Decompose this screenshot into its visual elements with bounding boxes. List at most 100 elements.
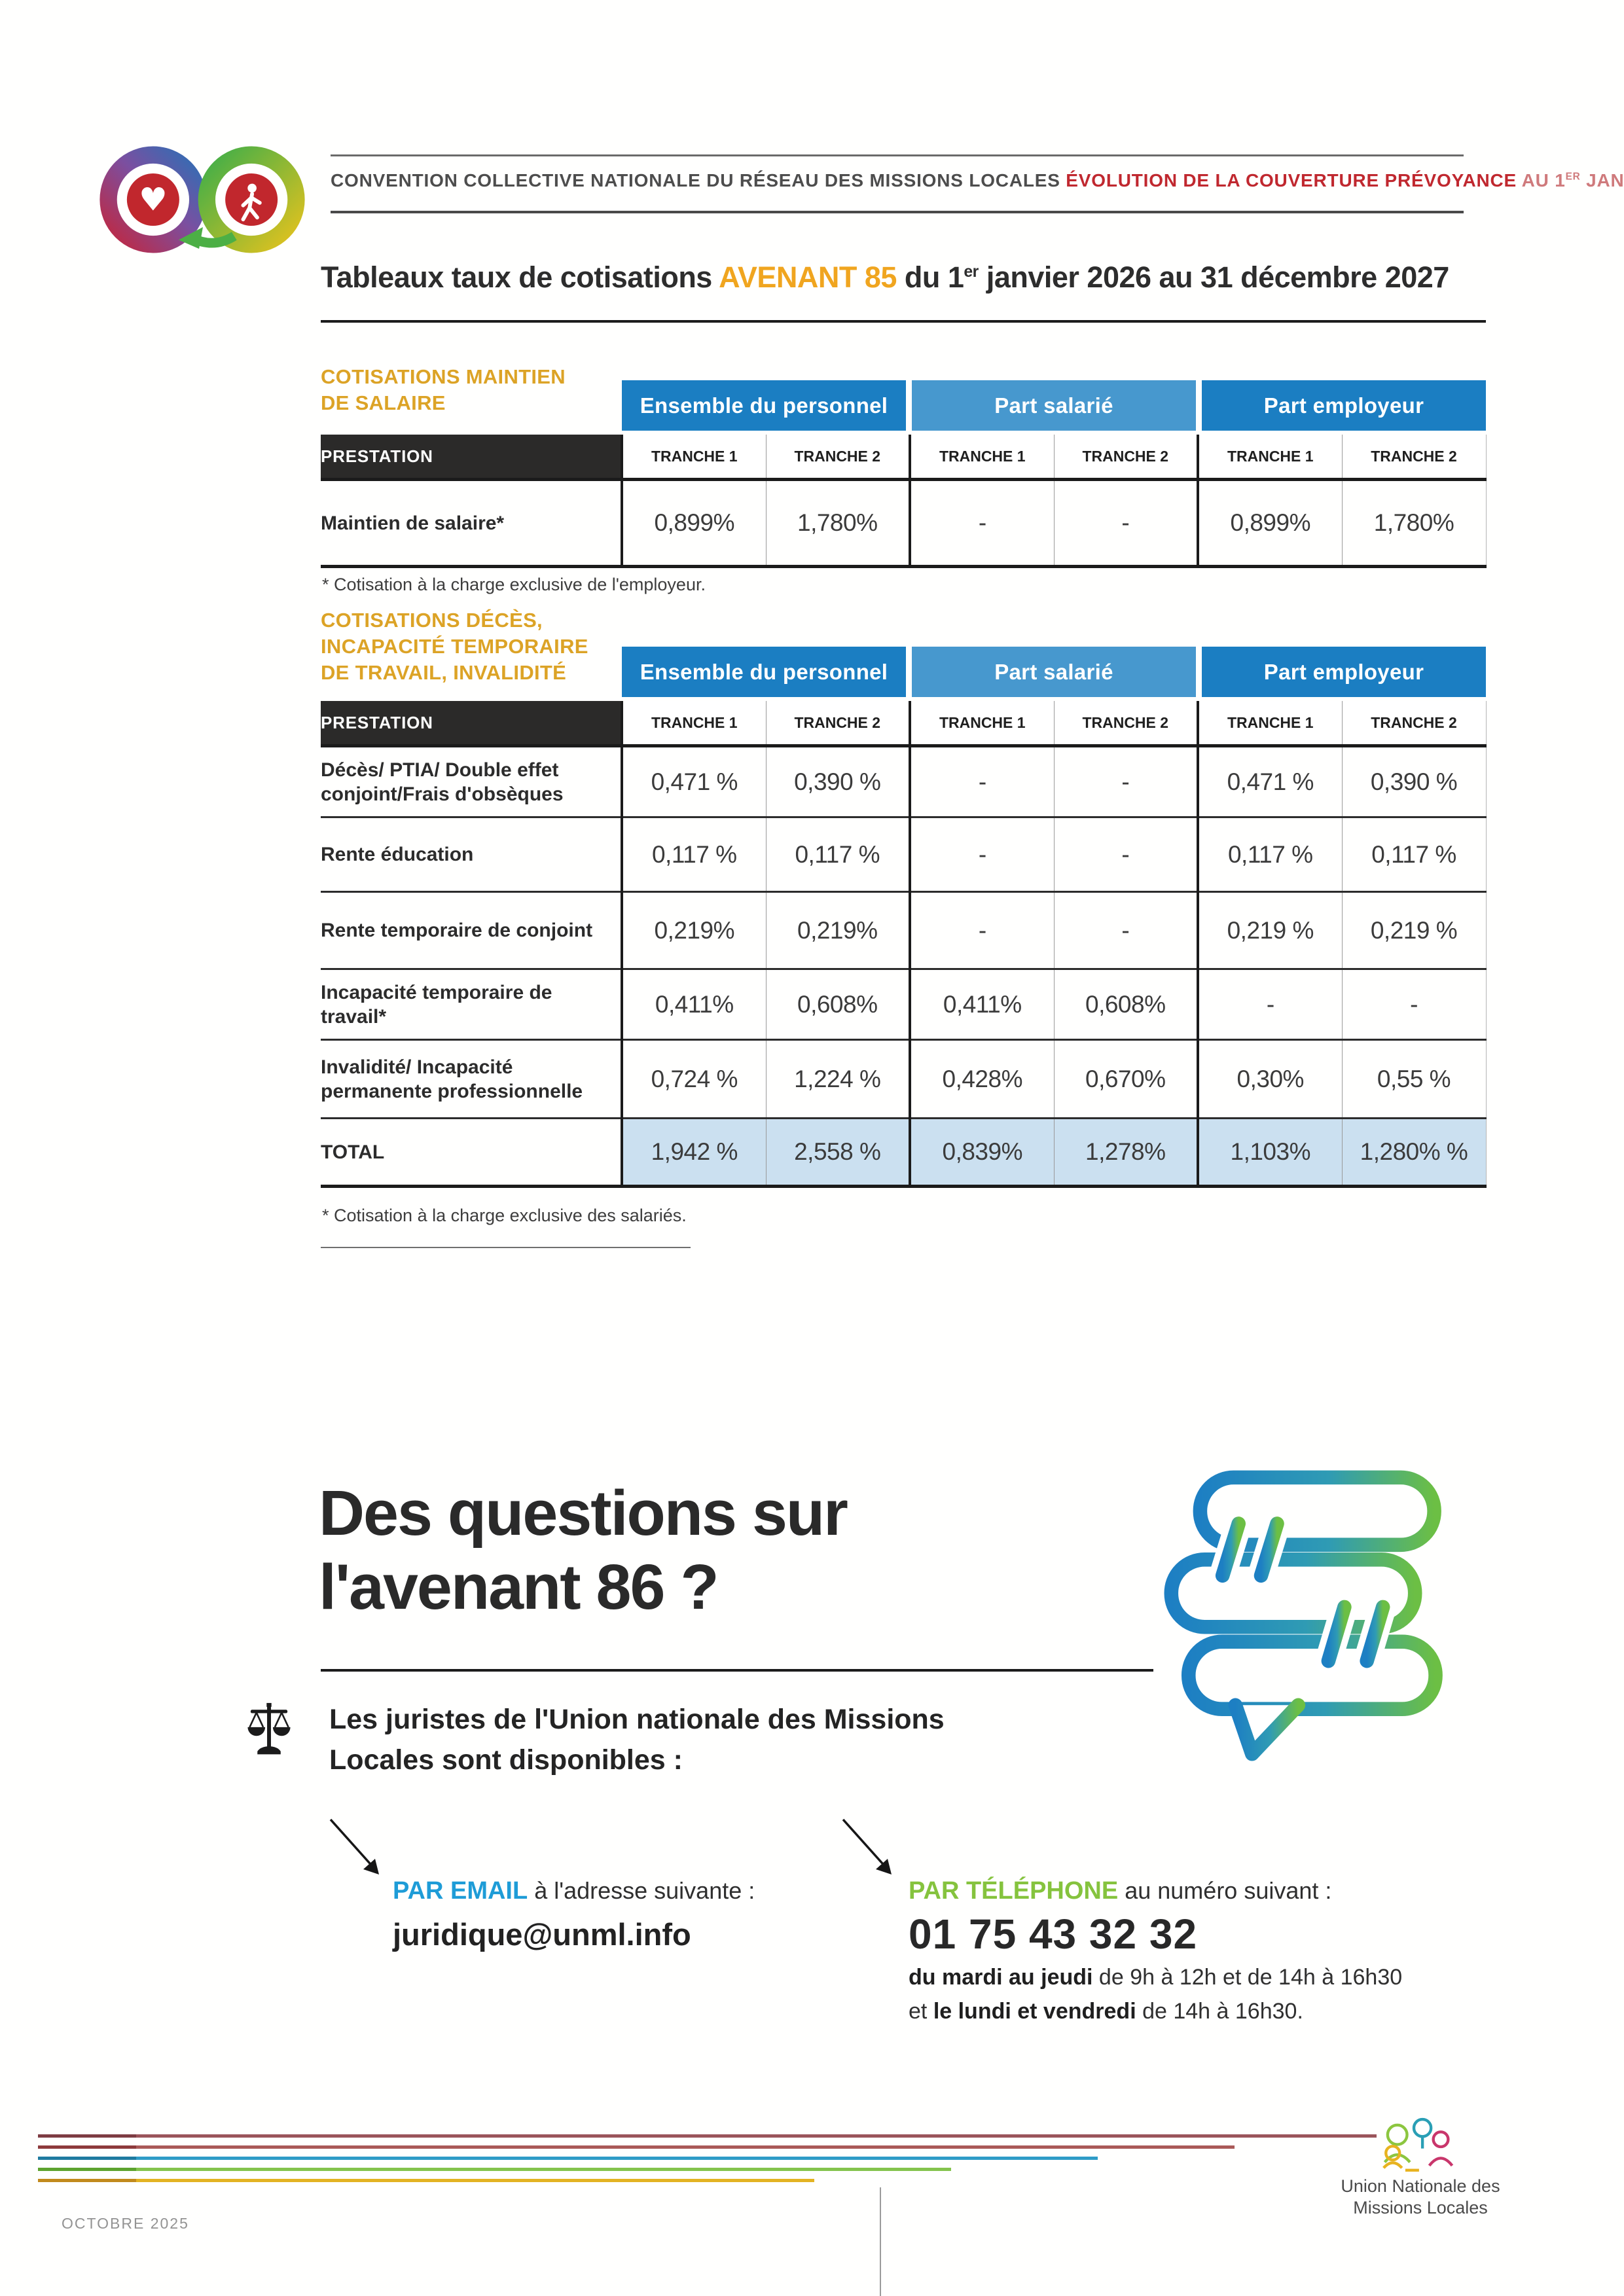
header-banner: CONVENTION COLLECTIVE NATIONALE DU RÉSEA… <box>331 170 1624 191</box>
tranche-header: TRANCHE 1 <box>1197 435 1342 480</box>
rate-cell: - <box>1341 969 1487 1040</box>
row-label: Rente éducation <box>321 844 474 865</box>
table2-footnote: * Cotisation à la charge exclusive des s… <box>322 1206 687 1225</box>
missions-locales-infinity-logo: ♥ <box>97 139 308 260</box>
rate-cell: - <box>1053 745 1198 817</box>
rate-cell: - <box>1197 969 1342 1040</box>
table-row: Rente éducation 0,117 % 0,117 % - - 0,11… <box>321 817 1487 892</box>
group-header-salarie: Part salarié <box>912 380 1196 431</box>
total-rate-cell: 1,278% <box>1053 1118 1198 1187</box>
total-rate-cell: 0,839% <box>909 1118 1054 1187</box>
table-row: Décès/ PTIA/ Double effet conjoint/Frais… <box>321 745 1487 817</box>
rate-cell: 0,471 % <box>1197 745 1342 817</box>
header-rule-bottom <box>331 211 1464 213</box>
header-red-bold-text: ÉVOLUTION DE LA COUVERTURE PRÉVOYANCE <box>1066 170 1517 190</box>
footer-bar-red <box>38 2145 1235 2149</box>
table2-group-headers: Ensemble du personnel Part salarié Part … <box>622 647 1486 697</box>
table1-footnote: * Cotisation à la charge exclusive de l'… <box>322 575 706 594</box>
rate-cell: 0,724 % <box>621 1039 766 1119</box>
table-row: Incapacité temporaire de travail* 0,411%… <box>321 969 1487 1040</box>
tranche-header: TRANCHE 2 <box>765 701 910 746</box>
rate-cell: - <box>909 891 1054 969</box>
row-label: Incapacité temporaire de travail* <box>321 981 552 1028</box>
rate-cell: 1,780% <box>1341 479 1487 567</box>
footer-bar-green <box>38 2168 951 2171</box>
total-rate-cell: 2,558 % <box>765 1118 910 1187</box>
footer-bar-maroon <box>38 2134 1377 2138</box>
row-label: Maintien de salaire* <box>321 512 505 534</box>
unml-logo-text: Union Nationale des Missions Locales <box>1341 2176 1500 2217</box>
tranche-header: TRANCHE 1 <box>621 701 766 746</box>
table-row: Rente temporaire de conjoint 0,219% 0,21… <box>321 891 1487 969</box>
par-email-label: PAR EMAIL <box>393 1877 528 1905</box>
total-rate-cell: 1,942 % <box>621 1118 766 1187</box>
speech-bubbles-icon <box>1149 1458 1470 1779</box>
rate-cell: 0,411% <box>621 969 766 1040</box>
title-rule <box>321 320 1486 323</box>
rate-cell: 0,30% <box>1197 1039 1342 1119</box>
scales-of-justice-icon <box>245 1695 293 1765</box>
table1-subheader-row: PRESTATION TRANCHE 1 TRANCHE 2 TRANCHE 1… <box>321 435 1487 480</box>
page-title: Tableaux taux de cotisations AVENANT 85 … <box>321 260 1449 294</box>
rate-cell: 0,390 % <box>765 745 910 817</box>
rate-cell: 0,390 % <box>1341 745 1487 817</box>
walking-person-icon <box>241 183 262 222</box>
tranche-header: TRANCHE 1 <box>1197 701 1342 746</box>
total-rate-cell: 1,103% <box>1197 1118 1342 1187</box>
total-rate-cell: 1,280% % <box>1341 1118 1487 1187</box>
group-header-employeur: Part employeur <box>1202 380 1486 431</box>
par-telephone-label: PAR TÉLÉPHONE <box>909 1877 1119 1905</box>
tranche-header: TRANCHE 2 <box>1053 701 1198 746</box>
header-red-light-text: AU 1ER JANVIER 2026 <box>1517 170 1624 190</box>
rate-cell: 0,219% <box>765 891 910 969</box>
tranche-header: TRANCHE 1 <box>621 435 766 480</box>
rate-cell: 1,224 % <box>765 1039 910 1119</box>
rate-cell: 0,899% <box>1197 479 1342 567</box>
avenant-highlight: AVENANT 85 <box>719 260 897 294</box>
group-header-employeur: Part employeur <box>1202 647 1486 697</box>
rate-cell: 0,608% <box>1053 969 1198 1040</box>
table1-group-headers: Ensemble du personnel Part salarié Part … <box>622 380 1486 431</box>
rate-cell: 0,899% <box>621 479 766 567</box>
rate-cell: - <box>909 817 1054 892</box>
phone-number: 01 75 43 32 32 <box>909 1910 1198 1958</box>
arrow-down-right-icon <box>324 1814 389 1883</box>
rate-cell: 0,117 % <box>1341 817 1487 892</box>
rate-cell: 0,117 % <box>621 817 766 892</box>
green-arrow-icon <box>178 226 237 249</box>
rate-cell: 0,471 % <box>621 745 766 817</box>
row-label: Invalidité/ Incapacité permanente profes… <box>321 1056 583 1102</box>
rate-cell: 0,670% <box>1053 1039 1198 1119</box>
infinity-logo-icon: ♥ <box>99 146 305 253</box>
group-header-ensemble: Ensemble du personnel <box>622 380 906 431</box>
rate-cell: 0,411% <box>909 969 1054 1040</box>
rate-cell: - <box>1053 817 1198 892</box>
rate-cell: 0,117 % <box>765 817 910 892</box>
rate-cell: 0,428% <box>909 1039 1054 1119</box>
table2-section-label: COTISATIONS DÉCÈS, INCAPACITÉ TEMPORAIRE… <box>321 609 588 684</box>
tranche-header: TRANCHE 2 <box>765 435 910 480</box>
rate-cell: 0,117 % <box>1197 817 1342 892</box>
footer-date: OCTOBRE 2025 <box>62 2215 189 2232</box>
prestation-header-cell: PRESTATION <box>321 435 622 480</box>
rate-cell: 0,219% <box>621 891 766 969</box>
total-label: TOTAL <box>321 1141 385 1163</box>
total-row: TOTAL 1,942 % 2,558 % 0,839% 1,278% 1,10… <box>321 1118 1487 1187</box>
table2-deces-incapacite-invalidite: PRESTATION TRANCHE 1 TRANCHE 2 TRANCHE 1… <box>321 701 1487 1188</box>
table2-subheader-row: PRESTATION TRANCHE 1 TRANCHE 2 TRANCHE 1… <box>321 701 1487 746</box>
footnote-rule <box>321 1247 691 1248</box>
tranche-header: TRANCHE 2 <box>1341 701 1487 746</box>
rate-cell: 0,55 % <box>1341 1039 1487 1119</box>
rate-cell: 1,780% <box>765 479 910 567</box>
table1-section-label: COTISATIONS MAINTIEN DE SALAIRE <box>321 365 566 414</box>
footer-bar-yellow <box>38 2179 814 2182</box>
tranche-header: TRANCHE 1 <box>909 435 1054 480</box>
prestation-header-cell: PRESTATION <box>321 701 622 746</box>
rate-cell: - <box>909 479 1054 567</box>
row-label: Décès/ PTIA/ Double effet conjoint/Frais… <box>321 759 564 805</box>
table1-maintien-salaire: PRESTATION TRANCHE 1 TRANCHE 2 TRANCHE 1… <box>321 435 1487 568</box>
heart-icon: ♥ <box>139 181 168 219</box>
footer-bar-blue <box>38 2157 1098 2160</box>
tranche-header: TRANCHE 1 <box>909 701 1054 746</box>
